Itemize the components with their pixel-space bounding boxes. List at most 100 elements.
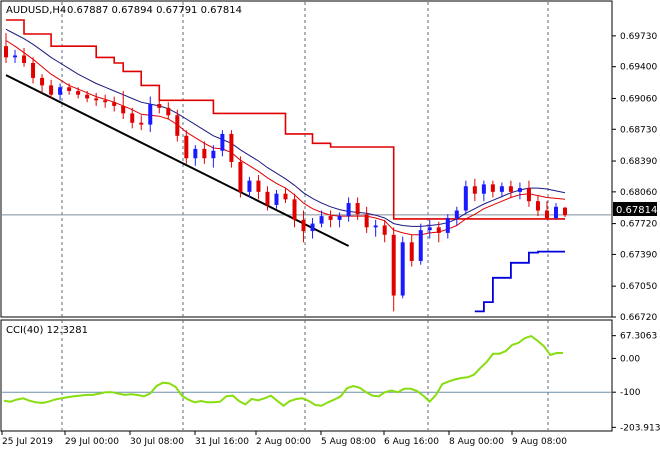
current-price-label: 0.67814 xyxy=(616,205,657,216)
time-axis-label: 30 Jul 08:00 xyxy=(130,437,184,447)
candle-body xyxy=(553,206,558,218)
candle xyxy=(67,83,72,95)
price-axis-label: 0.68390 xyxy=(620,157,657,167)
candle-body xyxy=(121,105,126,114)
candle xyxy=(256,175,261,200)
candle-body xyxy=(202,148,207,159)
price-axis-label: 0.68060 xyxy=(620,188,657,198)
cci-line xyxy=(3,334,563,407)
candle-body xyxy=(409,242,414,261)
candle-body xyxy=(130,113,135,123)
candle xyxy=(265,186,270,211)
candle xyxy=(445,214,450,239)
candle-body xyxy=(256,180,261,192)
candle xyxy=(229,130,234,168)
candle-body xyxy=(463,186,468,211)
cci-axis-label: 0.00 xyxy=(620,354,640,364)
candle xyxy=(247,176,252,198)
candle xyxy=(391,227,396,312)
candle-body xyxy=(346,203,351,217)
candle xyxy=(409,234,414,267)
candle-body xyxy=(328,216,333,220)
trendline xyxy=(5,74,350,247)
candle xyxy=(418,223,423,265)
candle-body xyxy=(391,234,396,296)
candle-body xyxy=(490,184,495,192)
candle xyxy=(121,90,126,119)
candle-body xyxy=(373,225,378,228)
time-axis-label: 29 Jul 00:00 xyxy=(65,437,119,447)
time-axis-label: 9 Aug 08:00 xyxy=(512,437,567,447)
candle xyxy=(76,87,81,99)
candle-body xyxy=(364,214,369,228)
candle-body xyxy=(31,62,36,78)
candle xyxy=(31,57,36,84)
candle-body xyxy=(499,186,504,192)
candle xyxy=(310,218,315,239)
candle-body xyxy=(76,90,81,95)
candle-body xyxy=(526,188,531,202)
candle xyxy=(157,96,162,114)
envelope-upper-line xyxy=(6,19,565,220)
candle xyxy=(553,203,558,220)
candle xyxy=(563,206,567,218)
candle xyxy=(49,79,54,99)
price-axis-label: 0.67720 xyxy=(620,220,657,230)
candle-body xyxy=(247,180,252,192)
time-axis-label: 6 Aug 16:00 xyxy=(384,437,439,447)
candle-body xyxy=(283,193,288,200)
candle-body xyxy=(337,216,342,220)
candle-body xyxy=(85,94,90,99)
candle xyxy=(211,145,216,168)
candle xyxy=(202,141,207,164)
candle xyxy=(4,33,8,63)
candle-body xyxy=(382,225,387,235)
candle xyxy=(544,201,549,220)
candle xyxy=(472,178,477,202)
candle xyxy=(22,48,27,67)
candle-body xyxy=(319,216,324,224)
envelope-lower-line xyxy=(474,250,565,313)
cci-axis-label: -100 xyxy=(620,388,641,398)
candle-body xyxy=(301,219,306,232)
candle xyxy=(337,212,342,228)
candle-body xyxy=(166,107,171,116)
candle xyxy=(112,96,117,112)
candle-body xyxy=(175,115,180,136)
candle xyxy=(535,195,540,217)
candle xyxy=(382,219,387,243)
candle-body xyxy=(544,210,549,218)
current-price-tag xyxy=(613,202,657,216)
candle-body xyxy=(229,133,234,162)
candle-body xyxy=(58,87,63,95)
candle xyxy=(85,90,90,103)
candle-body xyxy=(13,55,18,58)
time-axis-label: 5 Aug 08:00 xyxy=(321,437,376,447)
candle xyxy=(373,219,378,237)
time-axis-label: 31 Jul 16:00 xyxy=(195,437,249,447)
candle xyxy=(283,188,288,204)
candle-body xyxy=(427,227,432,231)
candle-body xyxy=(355,203,360,215)
candle xyxy=(301,210,306,243)
candle-body xyxy=(4,46,8,58)
candle xyxy=(238,156,243,198)
candle xyxy=(13,49,18,63)
time-axis-label: 25 Jul 2019 xyxy=(2,437,53,447)
price-axis-label: 0.68730 xyxy=(620,125,657,135)
candle-body xyxy=(400,242,405,296)
ma-slow-line xyxy=(5,28,566,227)
candle-body xyxy=(472,186,477,194)
price-axis-label: 0.69400 xyxy=(620,63,657,73)
candle xyxy=(175,109,180,142)
candle-body xyxy=(238,161,243,192)
candle-body xyxy=(445,218,450,233)
candle-body xyxy=(508,186,513,192)
cci-axis-label: -203.9138 xyxy=(620,423,660,433)
candle xyxy=(274,189,279,209)
candle-body xyxy=(103,100,108,103)
candle-body xyxy=(535,201,540,211)
candle xyxy=(436,221,441,243)
price-axis-label: 0.69060 xyxy=(620,94,657,104)
candle-body xyxy=(454,210,459,218)
